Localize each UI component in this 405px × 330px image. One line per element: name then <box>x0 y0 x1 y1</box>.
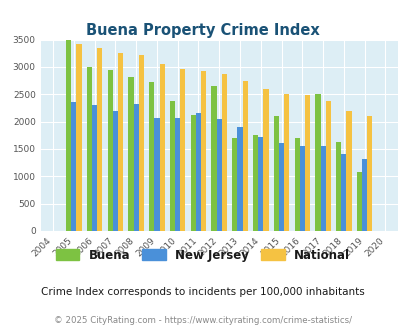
Bar <box>258 137 263 231</box>
Bar <box>335 142 341 231</box>
Bar <box>159 64 164 231</box>
Bar <box>304 95 309 231</box>
Bar <box>66 40 71 231</box>
Bar <box>180 69 185 231</box>
Bar <box>149 82 154 231</box>
Bar <box>299 146 304 231</box>
Bar <box>216 119 221 231</box>
Bar <box>128 77 133 231</box>
Bar <box>169 101 175 231</box>
Bar <box>200 71 206 231</box>
Bar <box>113 111 118 231</box>
Bar <box>345 111 351 231</box>
Bar <box>232 138 237 231</box>
Bar <box>237 127 242 231</box>
Bar <box>278 143 284 231</box>
Bar <box>87 67 92 231</box>
Bar <box>252 135 258 231</box>
Bar <box>139 55 144 231</box>
Bar <box>92 105 97 231</box>
Bar <box>367 115 371 231</box>
Bar <box>76 44 81 231</box>
Bar <box>315 94 320 231</box>
Bar <box>284 94 289 231</box>
Bar <box>242 81 247 231</box>
Bar <box>294 138 299 231</box>
Bar <box>118 53 123 231</box>
Legend: Buena, New Jersey, National: Buena, New Jersey, National <box>51 244 354 266</box>
Bar <box>195 113 200 231</box>
Bar <box>211 86 216 231</box>
Bar <box>273 116 278 231</box>
Bar <box>325 101 330 231</box>
Bar <box>361 159 367 231</box>
Bar <box>133 104 139 231</box>
Bar <box>320 146 325 231</box>
Bar <box>71 102 76 231</box>
Bar <box>175 118 180 231</box>
Bar <box>97 48 102 231</box>
Text: © 2025 CityRating.com - https://www.cityrating.com/crime-statistics/: © 2025 CityRating.com - https://www.city… <box>54 315 351 325</box>
Bar <box>190 115 195 231</box>
Bar <box>154 118 159 231</box>
Text: Buena Property Crime Index: Buena Property Crime Index <box>86 23 319 38</box>
Bar <box>341 154 345 231</box>
Bar <box>356 173 361 231</box>
Bar <box>263 89 268 231</box>
Bar <box>107 70 113 231</box>
Bar <box>221 74 226 231</box>
Text: Crime Index corresponds to incidents per 100,000 inhabitants: Crime Index corresponds to incidents per… <box>41 287 364 297</box>
